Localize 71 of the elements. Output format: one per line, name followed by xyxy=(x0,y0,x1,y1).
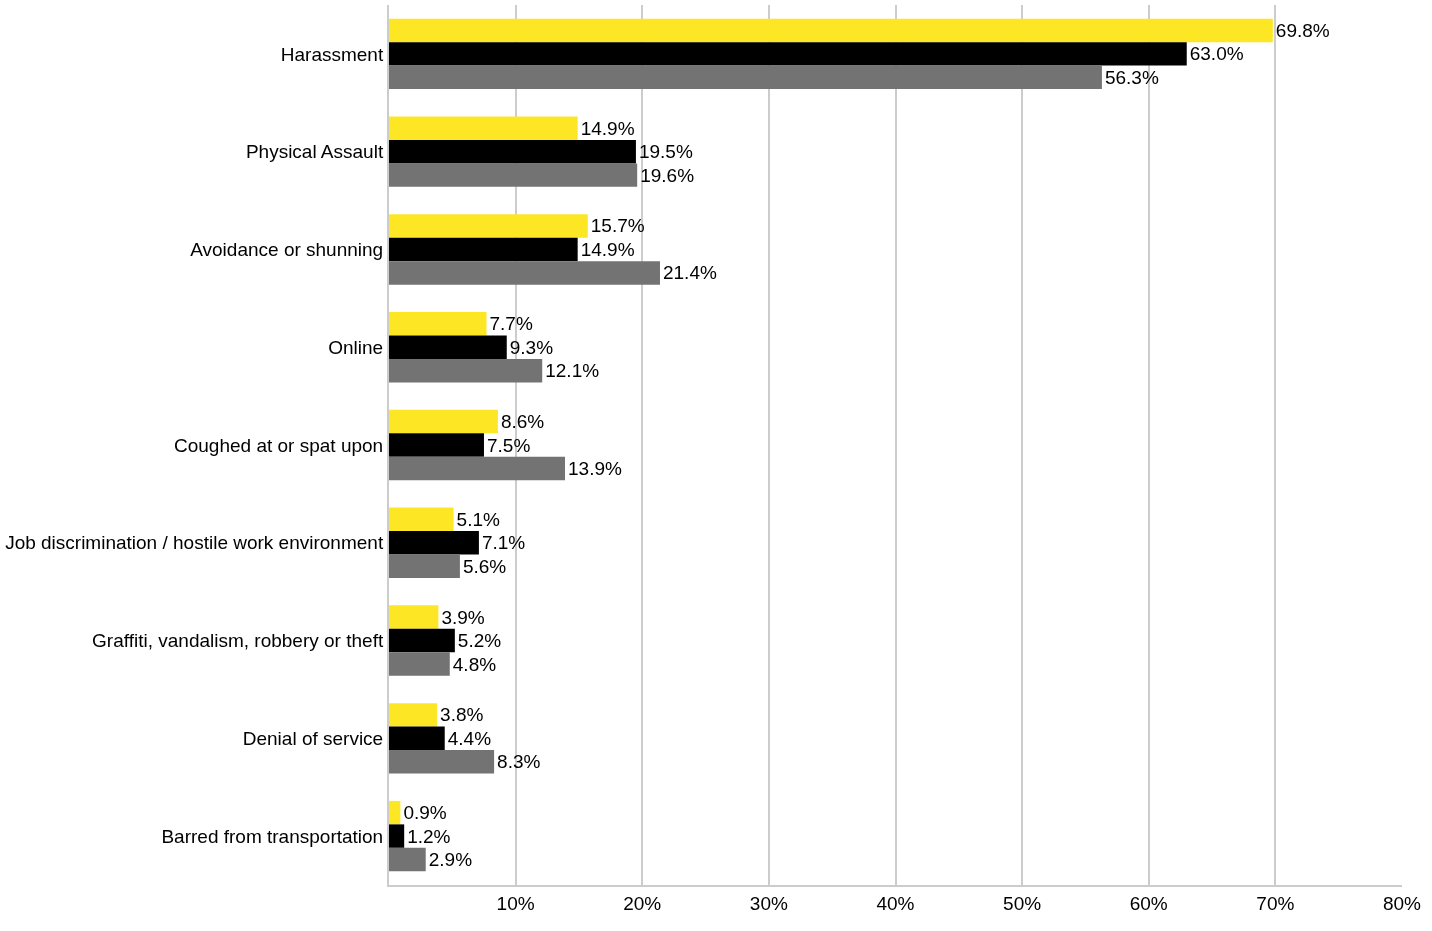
data-label: 56.3% xyxy=(1104,66,1159,88)
y-tick-label: Harassment xyxy=(280,43,384,65)
data-label: 5.1% xyxy=(456,508,500,530)
y-tick-label: Online xyxy=(328,336,384,358)
bar xyxy=(389,433,484,457)
bar xyxy=(389,335,507,359)
bar xyxy=(389,605,439,629)
data-label: 14.9% xyxy=(580,117,635,139)
data-label: 4.4% xyxy=(447,727,492,749)
data-label: 4.8% xyxy=(452,653,497,675)
data-label: 19.6% xyxy=(640,164,695,186)
y-tick-label: Avoidance or shunning xyxy=(190,239,384,261)
data-label: 9.3% xyxy=(509,336,554,358)
x-tick-label: 50% xyxy=(1003,892,1042,914)
bar xyxy=(389,507,454,532)
bar xyxy=(389,703,438,727)
bar xyxy=(389,554,460,578)
data-label: 7.5% xyxy=(486,434,531,456)
data-label: 15.7% xyxy=(590,215,645,237)
data-label: 21.4% xyxy=(662,262,717,284)
bar xyxy=(389,531,479,555)
data-label: 2.9% xyxy=(428,849,473,871)
data-label: 5.6% xyxy=(462,555,507,577)
data-label: 19.5% xyxy=(638,141,693,163)
bar xyxy=(389,628,455,653)
data-label: 7.7% xyxy=(489,313,533,335)
x-tick-label: 40% xyxy=(876,892,915,914)
y-tick-label: Barred from transportation xyxy=(161,825,384,847)
bar xyxy=(389,163,638,187)
bar xyxy=(389,800,401,825)
bar xyxy=(389,261,660,285)
data-label: 63.0% xyxy=(1189,43,1244,65)
data-label: 3.9% xyxy=(441,606,485,628)
x-tick-label: 10% xyxy=(496,892,535,914)
bar xyxy=(389,358,543,383)
x-tick-label: 20% xyxy=(623,892,662,914)
bar xyxy=(389,652,450,676)
y-tick-label: Job discrimination / hostile work environment xyxy=(5,532,384,554)
data-label: 69.8% xyxy=(1275,19,1330,41)
x-tick-label: 30% xyxy=(749,892,788,914)
y-tick-label: Coughed at or spat upon xyxy=(174,434,384,456)
bar xyxy=(389,18,1273,43)
bar xyxy=(389,214,588,238)
bar xyxy=(389,409,498,434)
data-label: 7.1% xyxy=(481,532,526,554)
data-label: 12.1% xyxy=(545,360,600,382)
x-tick-label: 80% xyxy=(1382,892,1422,914)
y-tick-label: Graffiti, vandalism, robbery or theft xyxy=(92,630,384,652)
bar xyxy=(389,312,487,336)
x-tick-label: 70% xyxy=(1256,892,1295,914)
data-label: 0.9% xyxy=(403,802,447,824)
bar xyxy=(389,65,1102,90)
bar xyxy=(389,456,566,481)
data-label: 8.6% xyxy=(500,411,545,433)
bar xyxy=(389,750,495,774)
data-label: 3.8% xyxy=(440,704,484,726)
data-label: 13.9% xyxy=(568,457,622,479)
data-label: 5.2% xyxy=(457,630,502,652)
y-tick-label: Physical Assault xyxy=(245,141,384,163)
y-tick-label: Denial of service xyxy=(242,727,384,749)
bar xyxy=(389,824,405,848)
bar xyxy=(389,116,578,140)
data-label: 1.2% xyxy=(407,825,451,847)
data-label: 8.3% xyxy=(497,751,541,773)
data-label: 14.9% xyxy=(580,238,635,260)
bar xyxy=(389,139,636,164)
bar xyxy=(389,237,578,262)
bar xyxy=(389,726,445,751)
bar xyxy=(389,42,1187,66)
x-tick-label: 60% xyxy=(1129,892,1168,914)
bar xyxy=(389,847,426,872)
